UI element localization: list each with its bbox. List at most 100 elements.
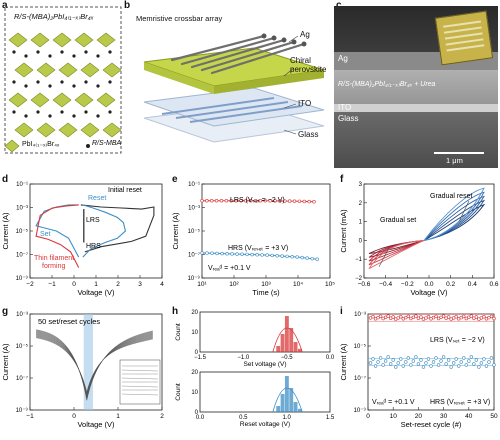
sem-cross-section-image: Ag R/S-(MBA)₂PbI₄₍₁₋ₓ₎Br₄ₓ + Urea ITO Gl… <box>334 6 498 168</box>
mba-molecule-icon <box>96 84 100 88</box>
chart-f-gradual-set-label: Gradual set <box>380 217 416 224</box>
chart-i-data-point <box>378 314 383 319</box>
sem-perovskite-layer <box>334 70 498 104</box>
chart-g-y-axis-label: Current (A) <box>1 343 10 381</box>
legend-mba-label: R/S-MBA <box>92 140 122 147</box>
octahedron-icon <box>8 32 28 48</box>
chart-e-data-point <box>292 199 297 203</box>
chart-i-x-tick-label: 10 <box>390 413 398 420</box>
chart-d-x-tick-label: 0 <box>72 281 76 288</box>
chart-f-plot-frame <box>363 183 495 279</box>
chart-e-data-point <box>263 199 268 203</box>
legend-octahedron-icon <box>4 139 20 153</box>
chart-i-data-point <box>492 363 496 367</box>
device-line <box>446 44 485 52</box>
chart-h-sub1-x-tick-label: 0.0 <box>326 355 335 361</box>
chart-d-y-tick-label: 10⁻⁷ <box>16 252 28 259</box>
chart-i-data-point <box>414 355 418 359</box>
chart-i-data-point <box>457 364 461 368</box>
chart-g-y-tick-label: 10⁻⁷ <box>16 375 28 382</box>
chart-d-y-tick-label: 10⁻⁹ <box>16 275 29 282</box>
chart-i-data-point <box>406 356 411 360</box>
chart-e-data-point <box>245 252 249 257</box>
sem-glass-layer <box>334 112 498 168</box>
chart-e-data-point <box>312 200 316 204</box>
octahedron-icon <box>58 122 78 138</box>
chart-e-x-axis-label: Time (s) <box>252 288 280 297</box>
chart-g-cycle-curve <box>36 329 153 401</box>
chart-e-data-point <box>229 199 233 203</box>
chart-g-cycles-label: 50 set/reset cycles <box>38 317 100 326</box>
chart-d-x-tick-label: 1 <box>94 281 98 288</box>
chart-i-y-tick-label: 10⁻³ <box>354 312 366 318</box>
crossbar-array-label: Memristive crossbar array <box>136 14 223 23</box>
chart-e-data-point <box>215 251 219 256</box>
chart-g-cycle-curve <box>36 337 153 393</box>
chart-e-data-point <box>200 251 204 255</box>
chart-g-read-window <box>83 314 93 410</box>
chart-g-cycle-curve <box>36 329 153 401</box>
chart-h-sub2-x-tick-label: 0.0 <box>196 415 205 421</box>
chart-e-data-point <box>210 251 214 255</box>
chart-i-data-point <box>404 360 408 364</box>
chart-i-data-point <box>419 315 423 319</box>
chart-i-y-axis-label: Current (A) <box>339 343 348 381</box>
mba-molecule-icon <box>48 84 52 88</box>
chart-g: −1 0 1 2 10⁻⁹ 10⁻⁷ 10⁻⁵ 10⁻³ Voltage (V) Current … <box>1 312 164 429</box>
chart-e-data-point <box>283 199 287 203</box>
chart-h-sub1-x-axis-label: Set voltage (V) <box>244 361 287 368</box>
octahedron-icon <box>96 92 116 108</box>
chart-h-sub2-y-tick-label: 0 <box>195 410 199 416</box>
chart-i-x-tick-label: 50 <box>490 413 498 420</box>
chart-i-data-point <box>411 359 416 363</box>
chart-e-data-point <box>230 252 234 256</box>
chart-i-y-tick-label: 10⁻⁹ <box>354 407 367 414</box>
panel-g-letter: g <box>2 306 9 317</box>
chart-i-data-point <box>399 315 403 319</box>
chart-h-sub1-y-axis-label: Count <box>175 323 182 341</box>
chart-i-vread-label: Vᵣₑₐᵈ = +0.1 V <box>372 399 415 406</box>
chart-f-y-tick-label: 1 <box>359 220 363 226</box>
chart-i-data-point <box>434 314 438 319</box>
chart-h-sub2-fit-curve <box>272 387 303 413</box>
chart-g-cycle-curve <box>36 333 153 397</box>
chart-g-inset-curve <box>121 385 159 388</box>
chart-d-reset-label: Reset <box>88 195 106 202</box>
chart-d: −2 −1 0 1 2 3 4 10⁻⁹ 10⁻⁷ 10⁻⁵ 10⁻³ 10⁻¹ Voltage (V)… <box>1 182 164 297</box>
chart-h-sub2-histogram-bar <box>297 408 302 412</box>
chart-i-data-point <box>467 359 471 363</box>
chart-f: −0.6 −0.4 −0.2 0.0 0.2 0.4 0.6 −2 −1 0 1 2 3 Voltage … <box>339 182 499 297</box>
chart-i-data-point <box>394 365 398 369</box>
chart-d-x-axis-label: Voltage (V) <box>77 288 115 297</box>
chart-i-data-point <box>474 315 479 319</box>
chart-g-cycle-curve <box>36 334 153 396</box>
chart-f-x-tick-label: −0.4 <box>379 281 392 288</box>
chart-i-lrs-label: LRS (Vₛₑₜ = −2 V) <box>430 337 485 344</box>
chart-g-inset-curve <box>121 369 159 372</box>
legend-mba-icon <box>86 144 90 148</box>
chart-g-inset-curve <box>121 377 159 380</box>
chart-h-sub1-histogram-bar <box>293 342 298 352</box>
mba-molecule-icon <box>108 110 112 114</box>
chart-i-data-point <box>399 357 403 361</box>
chart-h-sub1-histogram-bar <box>284 316 289 352</box>
chart-e-series-line <box>201 252 318 260</box>
chart-g-x-tick-label: 0 <box>72 413 76 420</box>
panel-a-letter: a <box>2 0 8 11</box>
sem-label-glass: Glass <box>338 114 359 123</box>
chart-e-data-point <box>287 199 292 203</box>
chart-g-cycle-curve <box>36 331 153 399</box>
chart-i-data-point <box>464 363 468 367</box>
chart-i-data-point <box>391 315 395 319</box>
chart-e-data-point <box>244 199 248 203</box>
mba-molecule-icon <box>96 114 100 118</box>
octahedron-icon <box>58 62 78 78</box>
chart-d-set-label: Set <box>40 231 51 238</box>
mba-molecule-icon <box>48 114 52 118</box>
chart-h-sub1-y-tick-label: 10 <box>191 330 198 336</box>
chart-h-sub1-x-tick-label: −1.0 <box>237 355 250 361</box>
chart-g-cycle-curve <box>36 335 153 395</box>
chart-e-data-point <box>255 253 259 257</box>
chart-h-sub2-x-tick-label: 1.5 <box>326 415 335 421</box>
chart-i-data-point <box>441 355 446 359</box>
